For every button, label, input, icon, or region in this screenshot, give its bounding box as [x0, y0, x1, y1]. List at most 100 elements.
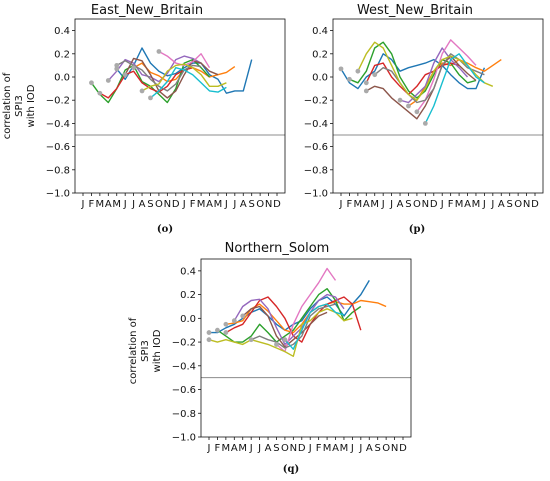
series-line [408, 58, 502, 107]
series-line [141, 63, 227, 92]
x-tick-label: S [507, 199, 513, 210]
chart-panel-west-new-britain: West_New_Britain 0.4 0.2 0.0 −0.2 −0.4 −0.6 −0… [304, 3, 544, 235]
x-tick-label: O [514, 199, 522, 210]
x-tick-label: M [455, 199, 464, 210]
y-tick-label: −0.2 [304, 96, 328, 107]
x-tick-label: M [472, 199, 481, 210]
y-axis-label-line-1: correlation of [128, 317, 139, 384]
y-tick-label: −1.0 [304, 189, 328, 200]
series-line [340, 53, 486, 90]
series-line [424, 53, 485, 124]
y-tick-label: −0.8 [304, 165, 328, 176]
x-tick-label: A [139, 199, 146, 210]
series-start-marker [338, 66, 344, 72]
x-tick-label: N [422, 199, 429, 210]
panel-caption: (o) [157, 224, 173, 235]
series-line [217, 288, 362, 343]
x-tick-label: J [339, 199, 343, 210]
x-tick-label: A [366, 443, 373, 454]
x-tick-label: M [354, 199, 363, 210]
series-line [99, 67, 193, 99]
y-tick-label: 0.0 [312, 73, 328, 84]
x-tick-label: S [405, 199, 411, 210]
x-tick-label: O [413, 199, 421, 210]
y-tick-label: −0.4 [304, 119, 328, 130]
series-start-marker [355, 68, 361, 74]
x-tick-label: M [238, 443, 247, 454]
x-tick-label: S [147, 199, 153, 210]
series-start-marker [248, 337, 254, 343]
y-axis-label-line-2: SPI3 [14, 95, 25, 117]
x-tick-label: M [96, 199, 105, 210]
x-tick-label: M [112, 199, 121, 210]
series-start-marker [240, 313, 246, 319]
x-tick-label: J [232, 199, 236, 210]
plot-frame [332, 18, 544, 194]
y-tick-label: 0.2 [54, 49, 70, 60]
y-axis-label: correlation of SPI3 with IOD [128, 317, 163, 384]
series-start-marker [206, 337, 212, 343]
x-tick-label: A [363, 199, 370, 210]
y-tick-label: −0.4 [46, 119, 70, 130]
y-tick-label: 0.4 [54, 26, 70, 37]
series-line [365, 62, 460, 96]
x-tick-label: J [182, 199, 186, 210]
y-axis-label: correlation of SPI3 with IOD [2, 72, 37, 139]
x-tick-label: D [430, 199, 438, 210]
y-axis-label-line-1: correlation of [2, 72, 13, 139]
x-tick-label: O [281, 443, 289, 454]
series-line [250, 303, 336, 349]
series-start-marker [406, 103, 411, 109]
x-tick-label: F [347, 199, 353, 210]
series-start-marker [206, 330, 212, 335]
x-tick-label: J [224, 199, 228, 210]
series-start-marker [397, 97, 403, 103]
y-tick-label: −1.0 [46, 189, 70, 200]
series-line [284, 303, 345, 350]
plot-frame [74, 18, 286, 194]
series-start-marker [89, 80, 94, 86]
y-tick-label: −0.2 [172, 338, 196, 349]
series-start-marker [422, 121, 428, 126]
y-axis-label-line-3: with IOD [26, 84, 37, 127]
x-tick-label: A [105, 199, 112, 210]
y-tick-label: 0.0 [180, 314, 196, 325]
series-start-marker [215, 327, 220, 333]
y-axis-label-line-3: with IOD [152, 329, 163, 372]
x-tick-label: S [249, 199, 255, 210]
x-tick-label: A [332, 443, 339, 454]
x-tick-label: N [164, 199, 171, 210]
series-line [158, 50, 211, 69]
series-start-marker [156, 49, 162, 54]
x-tick-label: F [215, 443, 221, 454]
x-tick-label: A [231, 443, 238, 454]
x-tick-label: J [440, 199, 444, 210]
x-tick-label: N [523, 199, 530, 210]
series-line [365, 55, 477, 120]
series-start-marker [114, 63, 120, 68]
series-line [116, 60, 202, 92]
x-tick-label: F [448, 199, 454, 210]
x-tick-label: A [464, 199, 471, 210]
plot-area: 0.40.20.0−0.2−0.4−0.6−0.8−1.0J F M A M J J A S O N… [304, 18, 544, 210]
series-start-marker [139, 88, 145, 94]
x-tick-label: J [131, 199, 135, 210]
series-start-marker [372, 72, 378, 78]
x-tick-label: O [256, 199, 264, 210]
y-tick-label: −0.8 [172, 409, 196, 420]
chart-title: East_New_Britain [91, 3, 203, 18]
series-start-marker [114, 66, 120, 72]
series-line [124, 57, 219, 99]
y-tick-label: 0.2 [312, 49, 328, 60]
plot-area: 0.40.20.0−0.2−0.4−0.6−0.8−1.0J F M A M J J A S O N… [172, 258, 412, 454]
y-tick-label: 0.4 [180, 266, 196, 277]
x-tick-label: J [482, 199, 486, 210]
x-tick-label: J [389, 199, 393, 210]
series-line [209, 280, 370, 334]
x-tick-label: A [240, 199, 247, 210]
x-tick-label: J [249, 443, 253, 454]
x-tick-label: M [323, 443, 332, 454]
series-line [116, 47, 253, 94]
x-tick-label: J [81, 199, 85, 210]
